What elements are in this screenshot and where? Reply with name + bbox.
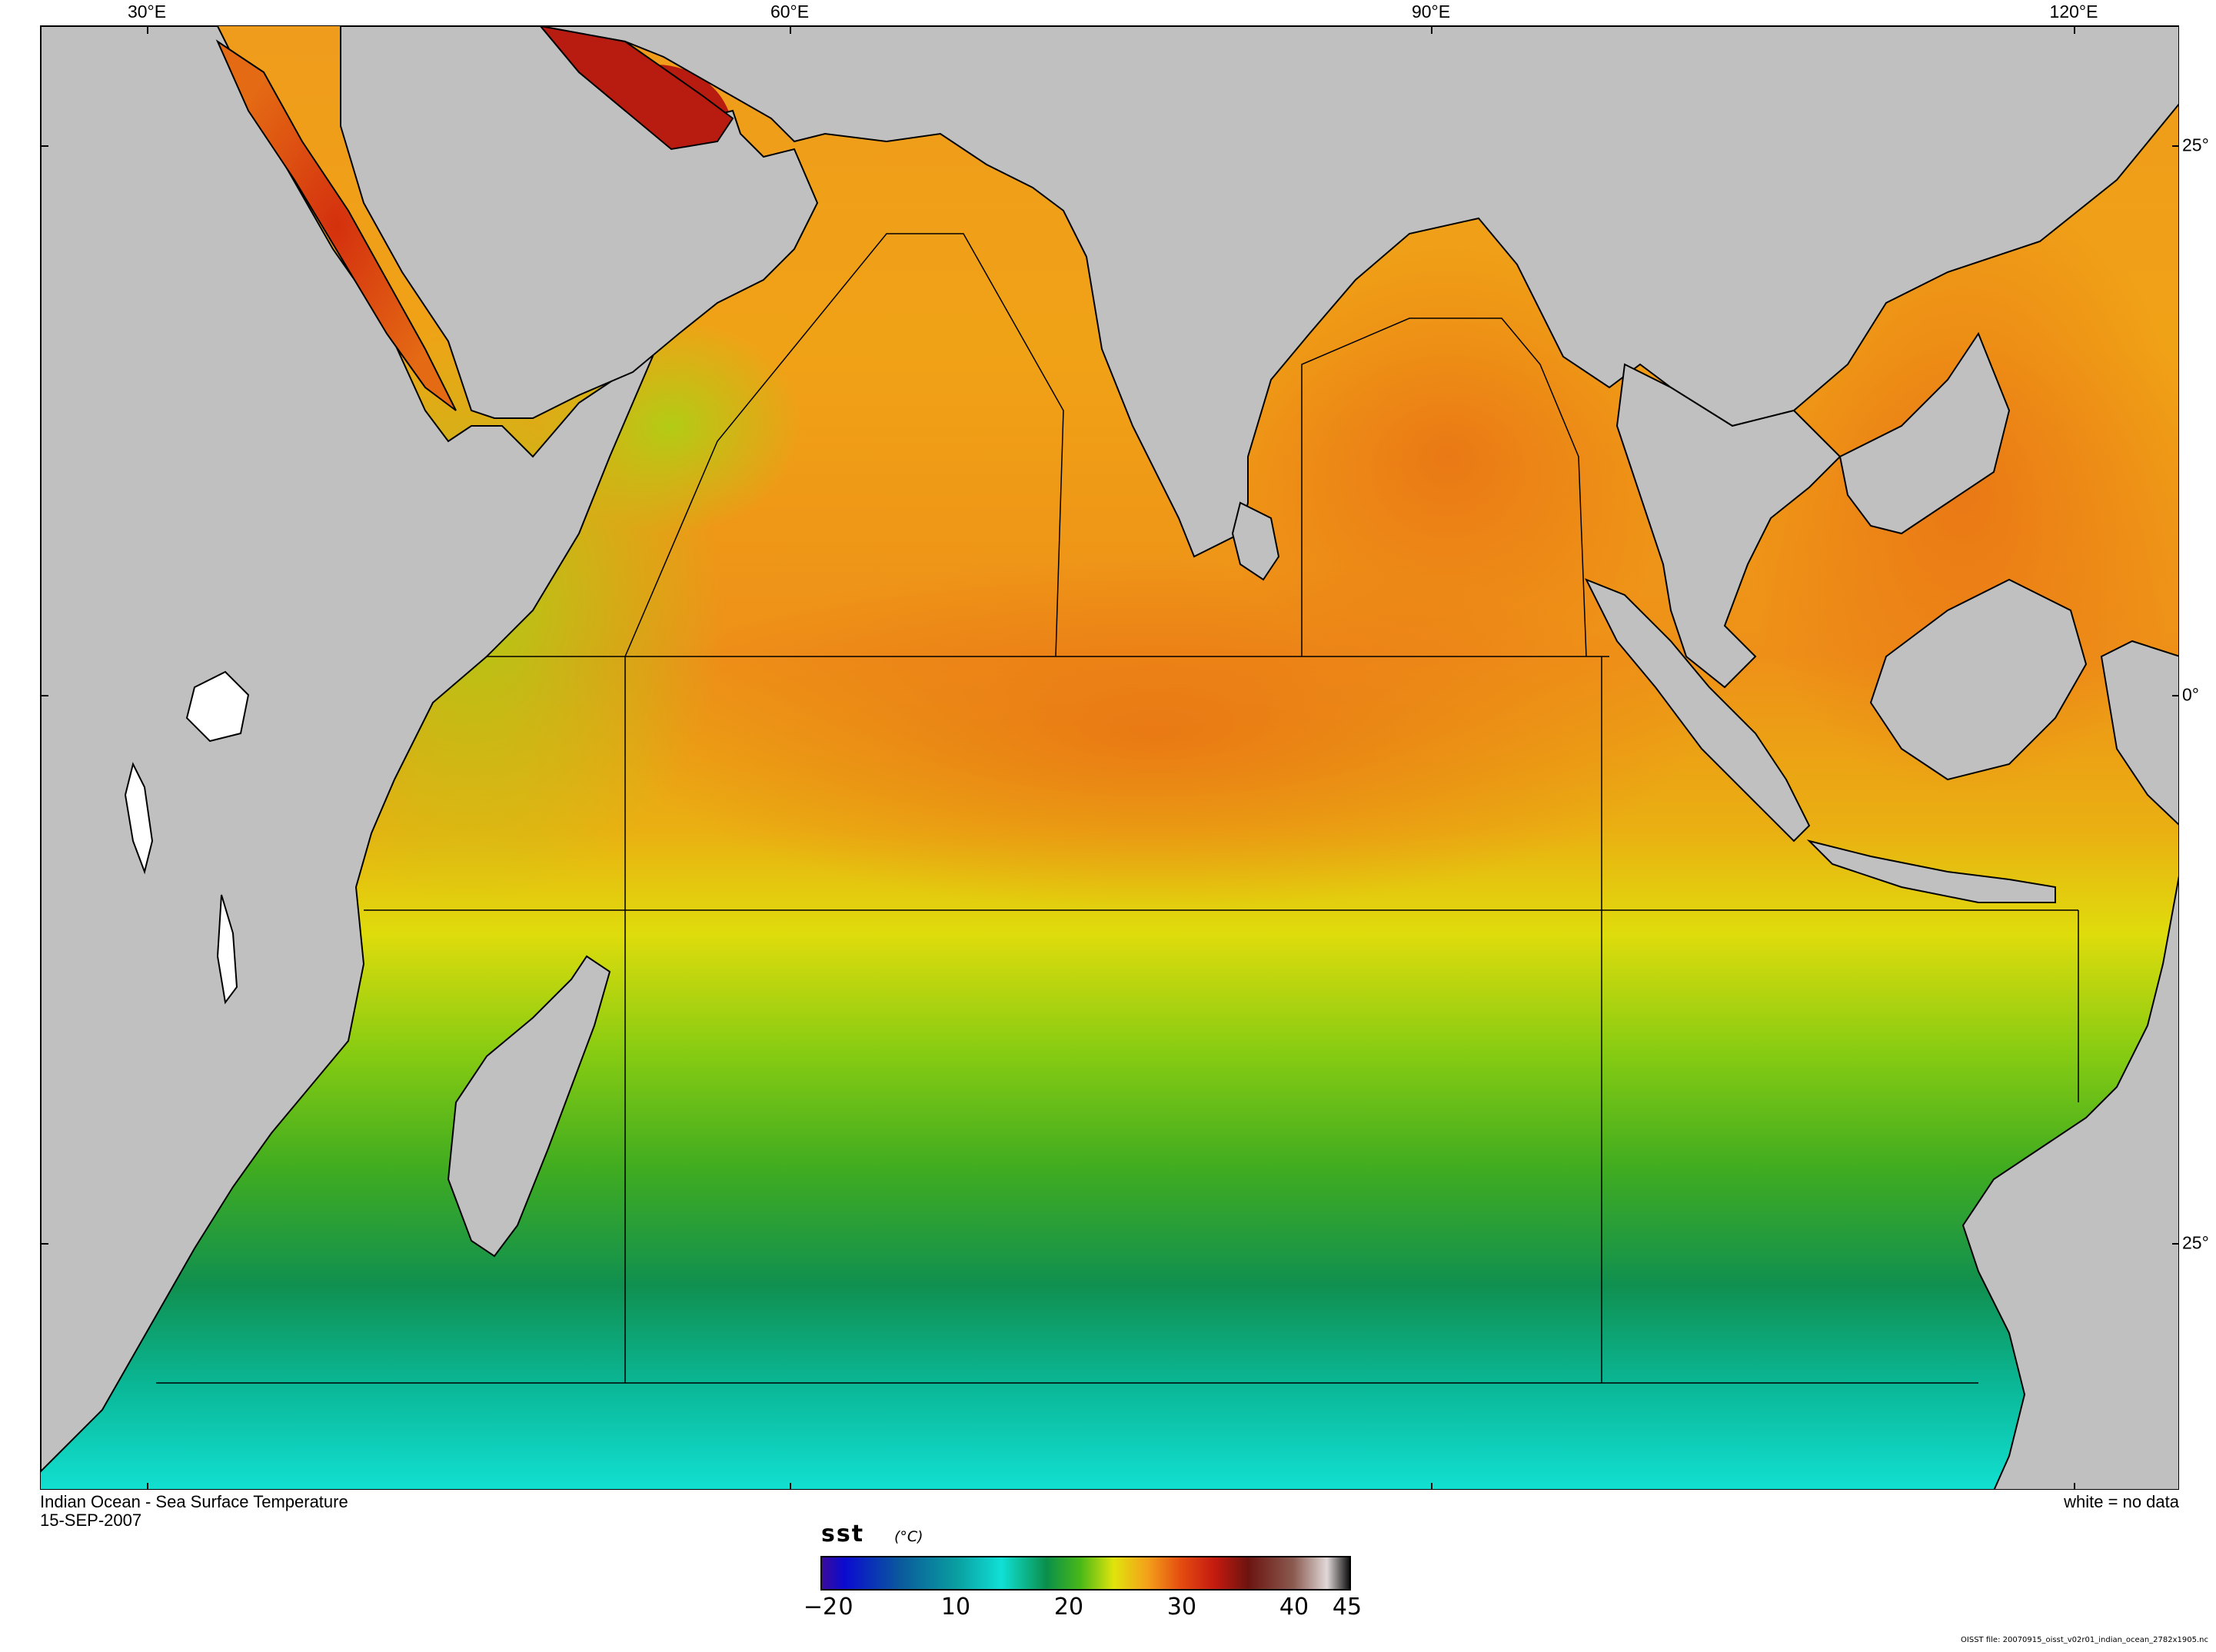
- no-data-lake-tanganyika: [124, 762, 154, 875]
- map-date: 15-SEP-2007: [40, 1511, 142, 1530]
- colorbar-label-20: 20: [1053, 1594, 1084, 1620]
- persian-gulf: [539, 26, 734, 151]
- land-borneo: [1869, 578, 2088, 781]
- colorbar-label-neg2: −2: [803, 1594, 838, 1620]
- land-australia: [1961, 876, 2178, 1489]
- map-title: Indian Ocean - Sea Surface Temperature: [40, 1492, 348, 1511]
- no-data-lake-malawi: [216, 894, 238, 1005]
- land-vietnam: [1838, 331, 2011, 535]
- graticule-ticks: [41, 26, 2178, 1489]
- red-sea: [215, 39, 457, 411]
- lon-label-30e: 30°E: [127, 2, 167, 22]
- region-line-bay-of-bengal: [1301, 317, 1587, 657]
- land-indochina: [1615, 363, 1842, 689]
- land-sulawesi: [2100, 640, 2178, 826]
- lat-label-0: 0°: [2182, 684, 2199, 705]
- sst-map-svg: [41, 26, 2178, 1489]
- source-file: OISST file: 20070915_oisst_v02r01_indian…: [1961, 1636, 2208, 1644]
- land-sri-lanka: [1231, 501, 1280, 581]
- colorbar-label-30: 30: [1166, 1594, 1197, 1620]
- land-sumatra: [1584, 578, 1811, 843]
- lon-label-90e: 90°E: [1411, 2, 1451, 22]
- colorbar: [820, 1556, 1351, 1591]
- colorbar-label-10: 10: [940, 1594, 971, 1620]
- land-africa: [41, 26, 658, 1473]
- region-line-arabian-sea: [624, 233, 1064, 657]
- no-data-lake-victoria: [185, 670, 250, 743]
- colorbar-label-45: 45: [1332, 1594, 1363, 1620]
- colorbar-variable: sst: [821, 1521, 865, 1547]
- land-madagascar: [447, 955, 611, 1258]
- land-persia: [540, 26, 2178, 558]
- lat-label-25s: 25°: [2182, 1232, 2209, 1253]
- region-boundaries: [156, 233, 2079, 1384]
- land-java: [1806, 839, 2056, 903]
- colorbar-units: (°C): [894, 1528, 923, 1545]
- land-masses: [41, 26, 2178, 1489]
- lat-label-25n: 25°: [2182, 135, 2209, 155]
- lon-label-60e: 60°E: [770, 2, 810, 22]
- colorbar-label-0: 0: [838, 1594, 853, 1620]
- sst-map: [40, 25, 2179, 1490]
- no-data-note: white = no data: [2064, 1492, 2179, 1511]
- colorbar-label-40: 40: [1279, 1594, 1309, 1620]
- lon-label-120e: 120°E: [2049, 2, 2098, 22]
- no-data-areas: [124, 670, 250, 1005]
